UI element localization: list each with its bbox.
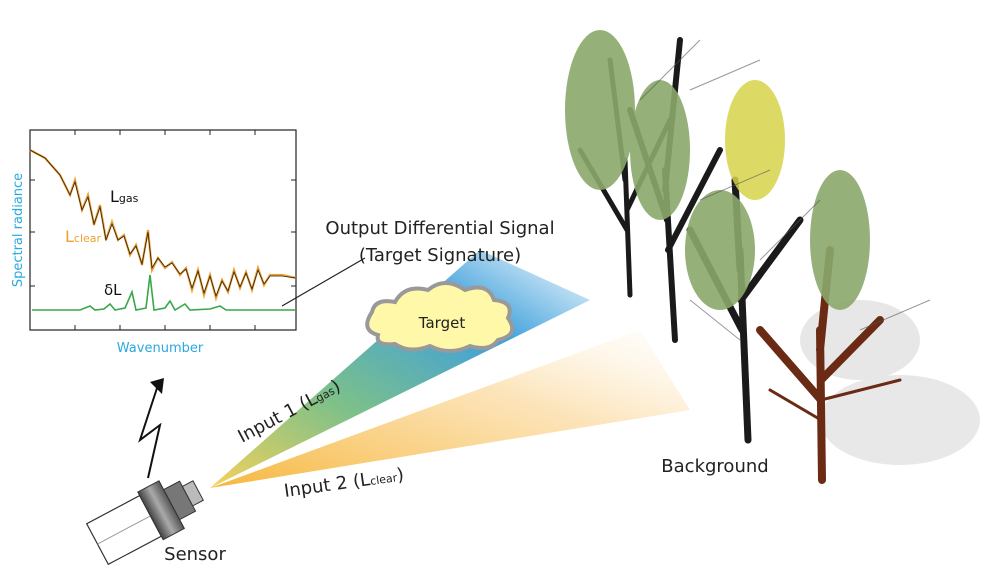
signal-arrow bbox=[140, 385, 160, 478]
y-axis-label: Spectral radiance bbox=[11, 173, 26, 287]
output-line-2: (Target Signature) bbox=[359, 245, 521, 266]
label-gas-sub: gas bbox=[119, 192, 139, 205]
x-axis-label: Wavenumber bbox=[117, 341, 204, 356]
target-label: Target bbox=[418, 314, 466, 332]
diagram: Spectral radiance Wavenumber Lgas Lclear… bbox=[0, 0, 1001, 569]
output-line-1: Output Differential Signal bbox=[325, 218, 554, 239]
input-2-prefix: Input 2 ( bbox=[283, 471, 362, 502]
label-diff: δL bbox=[104, 281, 122, 299]
label-clear-sub: clear bbox=[74, 232, 102, 245]
sensor-label: Sensor bbox=[164, 544, 226, 565]
label-gas-base: L bbox=[110, 187, 119, 206]
background-label: Background bbox=[661, 456, 768, 477]
input-2-suffix: ) bbox=[395, 464, 405, 486]
spectrum-plot: Spectral radiance Wavenumber Lgas Lclear… bbox=[11, 130, 296, 356]
signal-arrowhead bbox=[150, 378, 164, 394]
label-clear-base: L bbox=[65, 227, 74, 246]
input-2-sub: clear bbox=[369, 471, 398, 488]
